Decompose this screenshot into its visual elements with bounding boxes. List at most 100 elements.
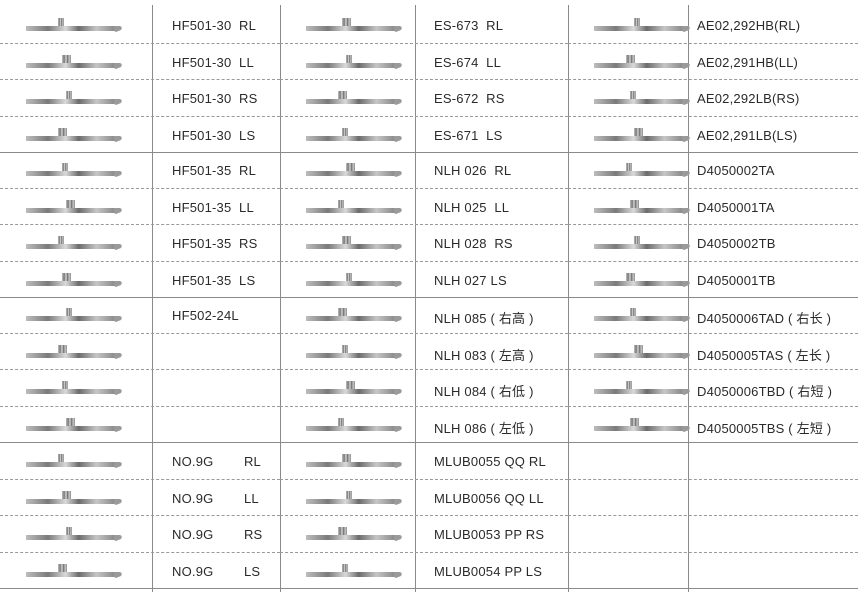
part-code: D4050001TB	[697, 272, 776, 288]
table-row	[0, 152, 280, 189]
part-code: D4050005TBS ( 左短 )	[697, 420, 832, 436]
part-code: D4050006TAD ( 右长 )	[697, 311, 832, 326]
table-row	[280, 225, 568, 262]
needle-blade-icon	[592, 15, 692, 40]
part-code: NO.9G RS	[172, 527, 263, 542]
table-row	[568, 117, 858, 153]
needle-blade-icon	[24, 197, 124, 222]
part-code: ES-671 LS	[434, 127, 503, 143]
part-code: NO.9G LL	[172, 490, 259, 506]
part-code: AE02,292LB(RS)	[697, 91, 800, 106]
needle-blade-icon	[24, 378, 124, 403]
part-code: HF501-30 RS	[172, 91, 258, 106]
needle-blade-icon	[592, 52, 692, 77]
column-divider	[688, 5, 689, 592]
needle-blade-icon	[304, 233, 404, 258]
part-code: NO.9G LS	[172, 563, 261, 579]
needle-blade-icon	[304, 160, 404, 185]
table-row	[568, 189, 858, 225]
needle-blade-icon	[304, 197, 404, 222]
part-code: NLH 086 ( 左低 )	[434, 420, 534, 436]
part-code: AE02,291LB(LS)	[697, 127, 798, 143]
table-row	[280, 407, 568, 443]
part-code: ES-674 LL	[434, 54, 502, 70]
part-code: MLUB0056 QQ LL	[434, 490, 544, 506]
needle-blade-icon	[304, 488, 404, 513]
table-row	[0, 189, 280, 225]
part-code: MLUB0054 PP LS	[434, 563, 543, 579]
table-row	[568, 152, 858, 189]
table-row	[280, 443, 568, 480]
part-code: NLH 025 LL	[434, 199, 510, 215]
part-code: NLH 084 ( 右低 )	[434, 384, 534, 399]
needle-blade-icon	[304, 451, 404, 476]
needle-blade-icon	[24, 342, 124, 367]
needle-blade-icon	[304, 561, 404, 586]
needle-blade-icon	[304, 342, 404, 367]
table-row	[0, 480, 280, 516]
needle-blade-icon	[592, 233, 692, 258]
part-code: NO.9G RL	[172, 454, 261, 469]
part-code: HF502-24L	[172, 308, 239, 323]
column-divider	[415, 5, 416, 592]
table-row	[0, 370, 280, 407]
part-code: NLH 083 ( 左高 )	[434, 347, 534, 363]
part-code: D4050002TA	[697, 163, 775, 178]
column-divider	[152, 5, 153, 592]
table-row	[568, 407, 858, 443]
needle-blade-icon	[304, 524, 404, 549]
needle-blade-icon	[24, 233, 124, 258]
table-row	[0, 262, 280, 298]
table-row	[0, 553, 280, 589]
table-row	[280, 44, 568, 80]
part-code: D4050006TBD ( 右短 )	[697, 384, 833, 399]
needle-blade-icon	[24, 15, 124, 40]
needle-blade-icon	[592, 125, 692, 150]
table-row	[0, 225, 280, 262]
table-row	[280, 189, 568, 225]
table-row	[280, 334, 568, 370]
table-row	[280, 262, 568, 298]
table-row	[280, 117, 568, 153]
table-row	[280, 370, 568, 407]
part-code: NLH 028 RS	[434, 236, 513, 251]
table-row	[568, 443, 858, 480]
table-row	[568, 553, 858, 589]
needle-blade-icon	[304, 15, 404, 40]
table-row	[568, 80, 858, 117]
needle-blade-icon	[304, 52, 404, 77]
needle-blade-icon	[592, 342, 692, 367]
table-row	[0, 516, 280, 553]
part-code: NLH 085 ( 右高 )	[434, 311, 534, 326]
part-code: D4050001TA	[697, 199, 775, 215]
table-row	[568, 334, 858, 370]
needle-blade-icon	[304, 378, 404, 403]
table-row	[280, 152, 568, 189]
table-row	[568, 44, 858, 80]
needle-blade-icon	[304, 125, 404, 150]
table-row	[0, 7, 280, 44]
part-code: ES-672 RS	[434, 91, 505, 106]
column-divider	[280, 5, 281, 592]
part-code: HF501-35 LL	[172, 199, 254, 215]
part-code: NLH 027 LS	[434, 272, 507, 288]
table-row	[280, 516, 568, 553]
needle-blade-icon	[592, 270, 692, 295]
part-code: HF501-30 RL	[172, 18, 257, 33]
table-row	[280, 7, 568, 44]
needle-blade-icon	[24, 52, 124, 77]
table-row	[0, 44, 280, 80]
needle-blade-icon	[592, 88, 692, 113]
needle-blade-icon	[24, 270, 124, 295]
table-row	[568, 262, 858, 298]
part-code: AE02,291HB(LL)	[697, 54, 799, 70]
needle-blade-icon	[24, 88, 124, 113]
part-code: ES-673 RL	[434, 18, 504, 33]
needle-blade-icon	[24, 125, 124, 150]
part-code: NLH 026 RL	[434, 163, 512, 178]
part-code: D4050005TAS ( 左长 )	[697, 347, 831, 363]
needle-blade-icon	[24, 160, 124, 185]
needle-blade-icon	[304, 270, 404, 295]
needle-blade-icon	[24, 451, 124, 476]
